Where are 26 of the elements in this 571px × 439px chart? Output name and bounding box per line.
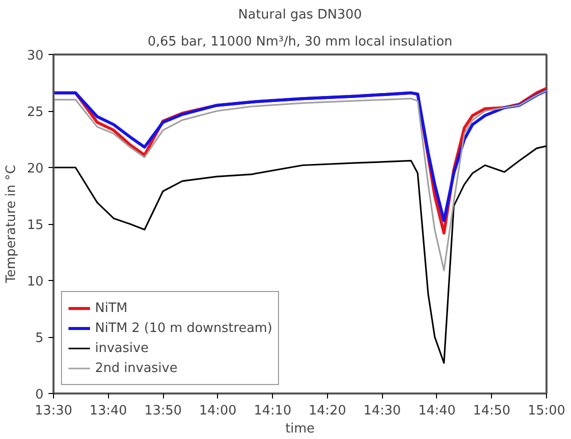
y-tick-label: 5 (35, 331, 44, 346)
y-tick-label: 10 (26, 274, 44, 290)
x-tick-label: 15:00 (528, 404, 566, 418)
legend-label: NiTM 2 (10 m downstream) (95, 320, 272, 337)
y-tick-label: 30 (26, 48, 44, 64)
y-axis-title: Temperature in °C (4, 164, 19, 284)
chart-subtitle: 0,65 bar, 11000 Nm³/h, 30 mm local insulation (148, 34, 452, 50)
x-tick-label: 14:00 (199, 404, 237, 418)
chart-title: Natural gas DN300 (238, 8, 362, 22)
x-tick-label: 13:30 (34, 404, 72, 418)
x-tick-label: 14:10 (254, 404, 292, 418)
legend-label: 2nd invasive (95, 360, 178, 377)
x-tick-label: 14:50 (472, 404, 510, 418)
line-series (54, 90, 546, 272)
x-axis-title: time (285, 422, 315, 436)
x-tick-label: 13:40 (90, 404, 128, 418)
legend-label: invasive (95, 340, 149, 357)
x-tick-label: 14:20 (308, 404, 346, 418)
y-tick-label: 15 (26, 218, 44, 233)
y-tick-label: 0 (35, 388, 44, 402)
x-tick-label: 13:50 (144, 404, 182, 418)
y-tick-label: 25 (26, 105, 44, 120)
y-tick-label: 20 (26, 162, 44, 176)
legend-label: NiTM (95, 300, 128, 317)
x-tick-label: 14:40 (418, 404, 456, 418)
x-tick-label: 14:30 (363, 404, 401, 418)
